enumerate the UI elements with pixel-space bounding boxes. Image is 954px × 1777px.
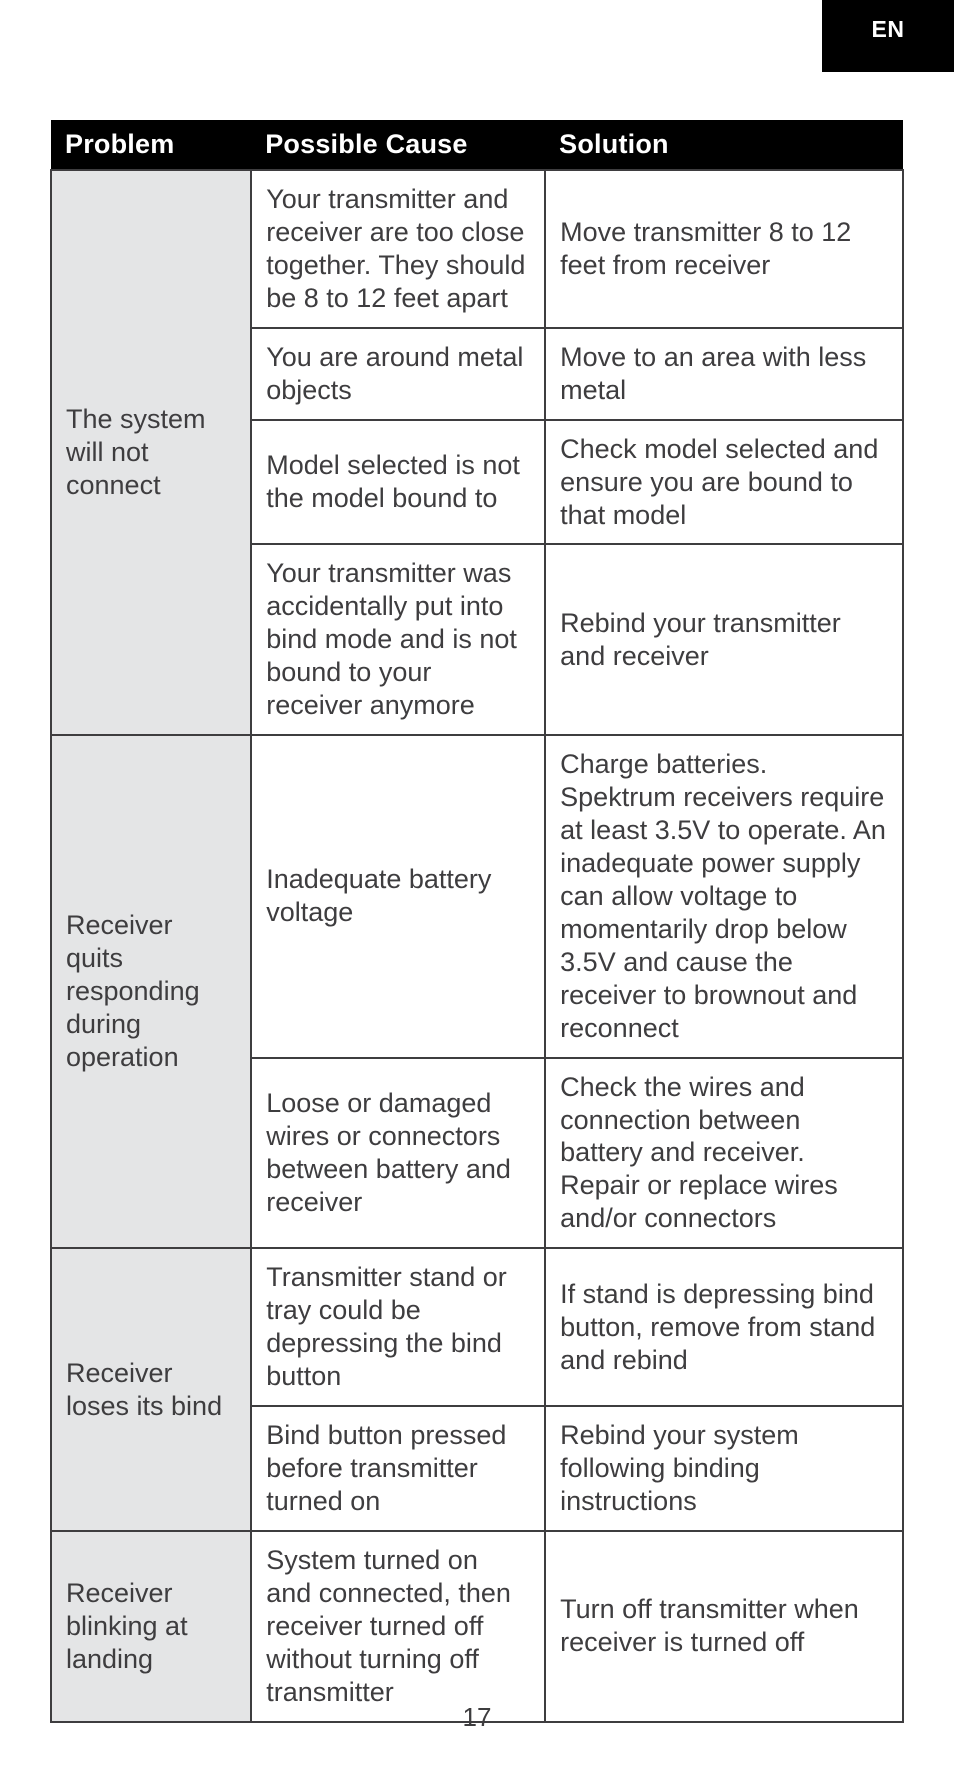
cause-cell: Transmitter stand or tray could be depre… [251,1248,545,1406]
table-header-row: Problem Possible Cause Solution [51,120,903,170]
cause-cell: Inadequate battery voltage [251,735,545,1057]
solution-cell: Turn off transmitter when receiver is tu… [545,1531,903,1722]
problem-cell: The system will not connect [51,170,251,735]
solution-cell: If stand is depressing bind button, remo… [545,1248,903,1406]
solution-cell: Rebind your transmitter and receiver [545,544,903,735]
cause-cell: Bind button pressed before transmitter t… [251,1406,545,1531]
solution-cell: Charge batteries. Spektrum receivers req… [545,735,903,1057]
table-row: Receiver loses its bindTransmitter stand… [51,1248,903,1406]
page-number: 17 [0,1702,954,1733]
solution-cell: Move to an area with less metal [545,328,903,420]
cause-cell: Model selected is not the model bound to [251,420,545,545]
solution-cell: Rebind your system following binding ins… [545,1406,903,1531]
troubleshooting-table: Problem Possible Cause Solution The syst… [50,120,904,1723]
col-header-solution: Solution [545,120,903,170]
solution-cell: Check the wires and connection between b… [545,1058,903,1249]
cause-cell: Your transmitter was accidentally put in… [251,544,545,735]
problem-cell: Receiver loses its bind [51,1248,251,1531]
language-tab: EN [822,0,954,72]
problem-cell: Receiver quits responding during operati… [51,735,251,1248]
cause-cell: You are around metal objects [251,328,545,420]
table-row: Receiver blinking at landingSystem turne… [51,1531,903,1722]
table-row: Receiver quits responding during operati… [51,735,903,1057]
table-body: The system will not connectYour transmit… [51,170,903,1722]
col-header-cause: Possible Cause [251,120,545,170]
col-header-problem: Problem [51,120,251,170]
solution-cell: Move transmitter 8 to 12 feet from recei… [545,170,903,328]
cause-cell: Your transmitter and receiver are too cl… [251,170,545,328]
problem-cell: Receiver blinking at landing [51,1531,251,1722]
page-content: Problem Possible Cause Solution The syst… [50,120,904,1723]
cause-cell: Loose or damaged wires or connectors bet… [251,1058,545,1249]
cause-cell: System turned on and connected, then rec… [251,1531,545,1722]
solution-cell: Check model selected and ensure you are … [545,420,903,545]
table-row: The system will not connectYour transmit… [51,170,903,328]
